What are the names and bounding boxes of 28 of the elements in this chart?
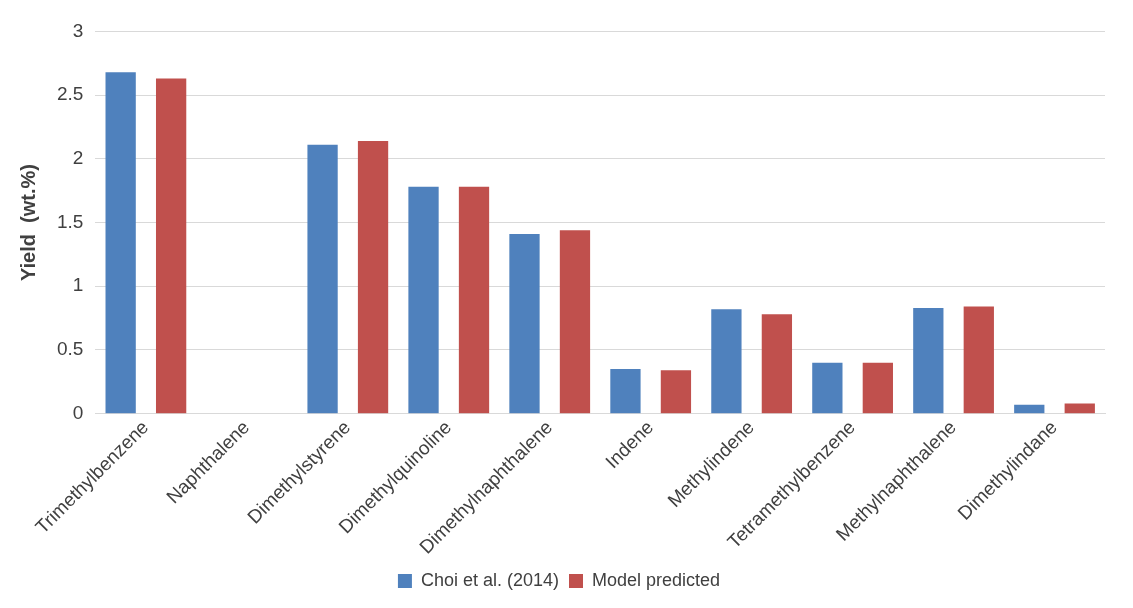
bar [155,78,187,414]
bar [761,314,793,414]
bar [610,369,641,414]
y-axis-title: Yield (wt.%) [16,164,39,282]
bar [660,370,692,414]
y-tick-label: 1 [72,274,84,296]
bar [963,306,994,414]
bar [357,140,389,414]
bar [1064,403,1095,414]
legend-label: Model predicted [592,569,721,590]
y-tick-label: 2 [72,147,84,169]
bar [509,234,540,414]
bar [1014,404,1045,414]
bar [408,186,439,414]
bar [862,362,893,414]
y-tick-label: 1.5 [56,210,84,232]
bar [812,362,843,414]
bar [913,307,944,414]
bar [711,309,742,414]
legend-label: Choi et al. (2014) [420,569,559,590]
bar [458,186,490,414]
y-tick-label: 0.5 [56,338,84,360]
bar [105,72,136,414]
y-tick-label: 2.5 [56,83,84,105]
bar [307,144,338,414]
bar [559,230,591,414]
y-tick-label: 0 [72,401,84,423]
y-tick-label: 3 [72,19,84,41]
